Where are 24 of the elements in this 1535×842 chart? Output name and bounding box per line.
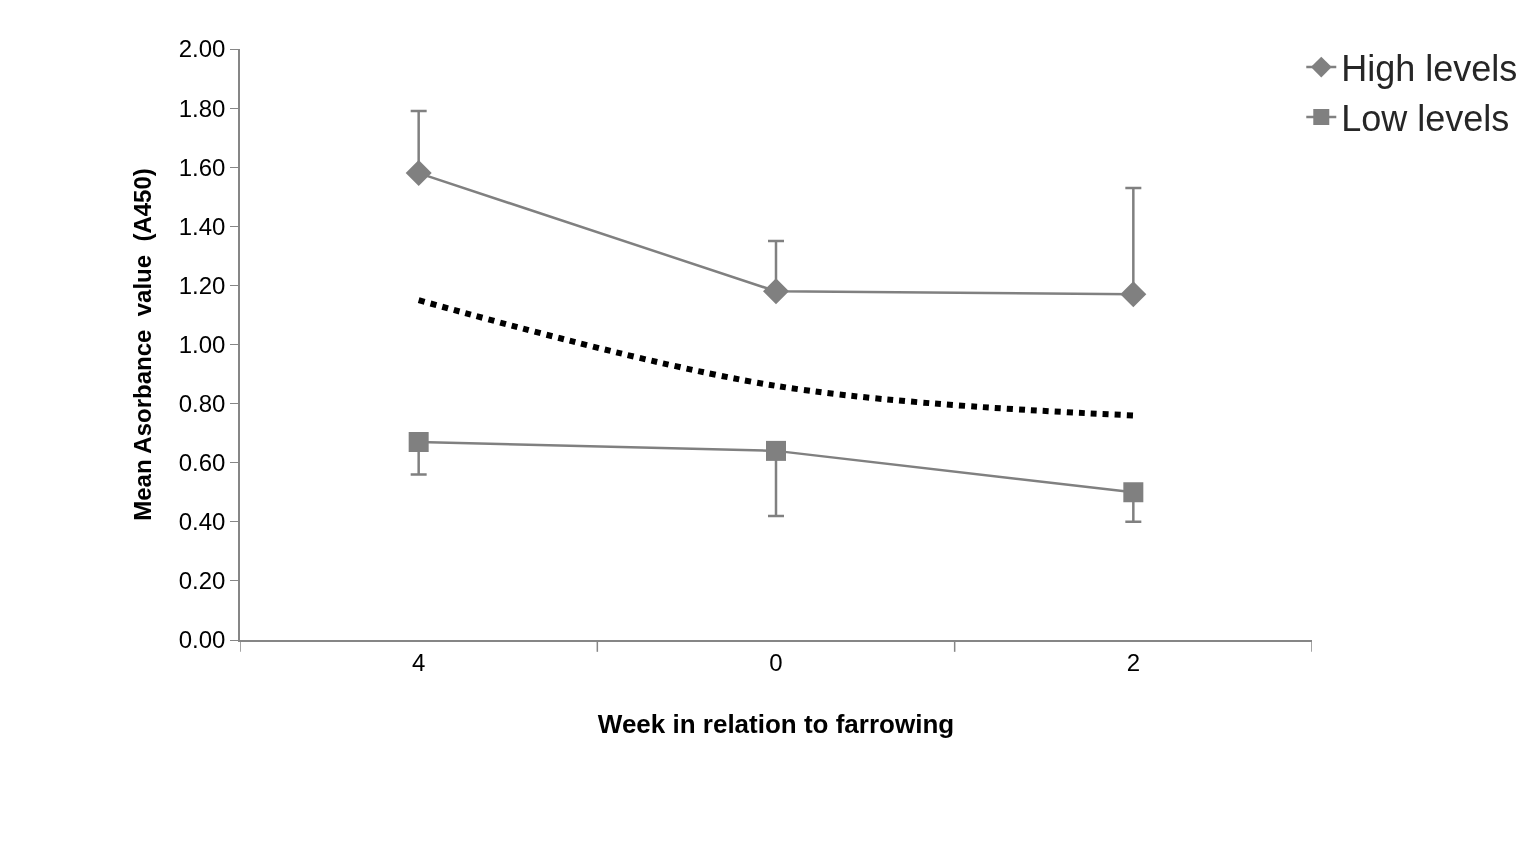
x-tick-label: 4 bbox=[411, 648, 426, 676]
legend-label: High levels bbox=[1341, 48, 1518, 90]
x-tick-label: 2 bbox=[1126, 648, 1141, 676]
x-axis-title: Week in relation to farrowing bbox=[597, 708, 955, 739]
x-tick-label: 0 bbox=[769, 648, 783, 676]
y-tick-label: 0.60 bbox=[178, 449, 226, 477]
y-tick-label: 2.00 bbox=[178, 35, 226, 63]
y-tick-label: 1.00 bbox=[178, 330, 226, 358]
y-tick-label: 0.00 bbox=[178, 626, 226, 654]
y-tick-label: 1.40 bbox=[178, 212, 226, 240]
point bbox=[408, 432, 429, 453]
legend-label: Low levels bbox=[1341, 97, 1510, 139]
point bbox=[405, 160, 432, 187]
y-tick-label: 0.20 bbox=[178, 567, 226, 595]
y-tick-label: 1.20 bbox=[178, 271, 226, 299]
y-tick-label: 0.40 bbox=[178, 508, 226, 536]
y-tick-label: 1.80 bbox=[178, 94, 226, 122]
point bbox=[1120, 281, 1147, 308]
y-tick-label: 1.60 bbox=[178, 153, 226, 181]
y-tick-label: 0.80 bbox=[178, 390, 226, 417]
y-axis-title: Mean Asorbance value (A450) bbox=[129, 168, 157, 521]
point bbox=[766, 440, 786, 461]
point bbox=[763, 278, 789, 305]
point bbox=[1123, 482, 1144, 503]
